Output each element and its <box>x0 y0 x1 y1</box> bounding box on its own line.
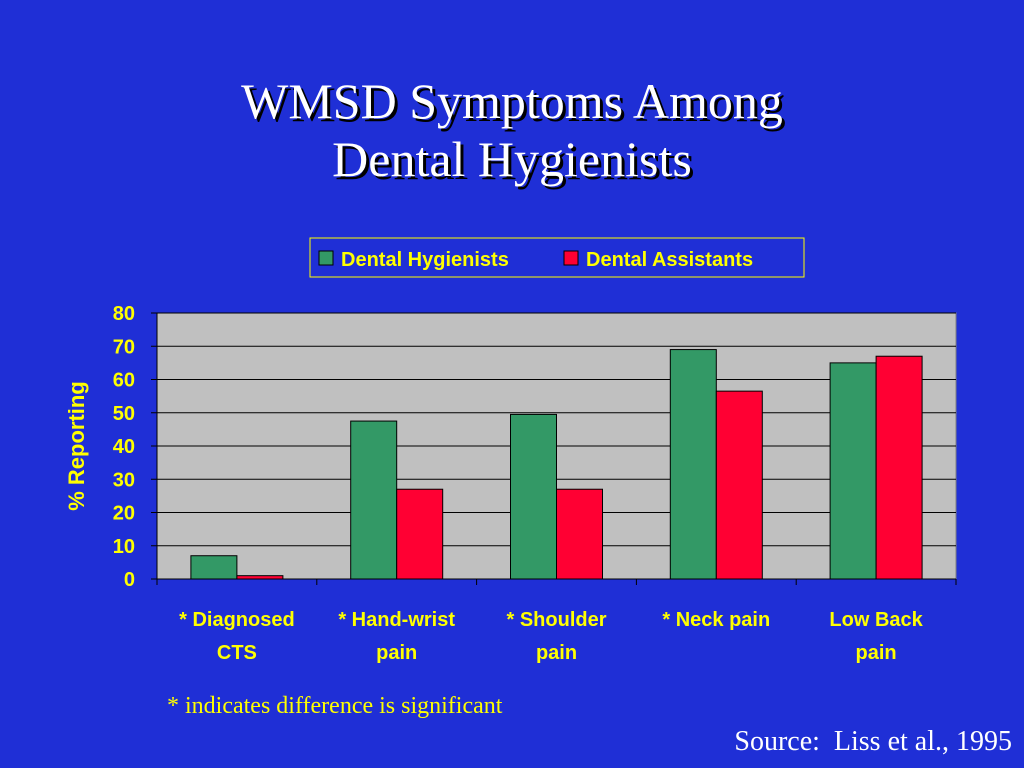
y-axis-label: % Reporting <box>64 381 89 511</box>
title-line-2: Dental Hygienists <box>332 131 692 187</box>
bar-assistants-3 <box>715 390 763 580</box>
y-tick-label: 70 <box>113 336 135 358</box>
y-tick-label: 30 <box>113 469 135 491</box>
footnote: * indicates difference is significant <box>167 693 503 719</box>
y-tick-label: 10 <box>113 536 135 558</box>
legend-label-assistants: Dental Assistants <box>586 249 753 271</box>
bar-assistants-4 <box>875 355 923 580</box>
bar-assistants-1 <box>396 488 444 580</box>
y-tick-label: 60 <box>113 370 135 392</box>
legend: Dental Hygienists Dental Assistants <box>309 237 805 278</box>
y-tick-label: 50 <box>113 403 135 425</box>
source-citation: Source: Liss et al., 1995 <box>734 726 1012 757</box>
x-tick-label: Low Back pain <box>829 609 923 664</box>
y-tick-label: 80 <box>113 303 135 325</box>
legend-swatch-assistants <box>563 250 579 266</box>
y-tick-label: 40 <box>113 436 135 458</box>
bar-hygienists-3 <box>669 349 717 580</box>
x-tick-label: * Neck pain <box>662 609 770 631</box>
x-tick-labels: * Diagnosed CTS * Hand-wrist pain * Shoulder… <box>179 609 924 664</box>
bar-hygienists-2 <box>510 413 557 580</box>
title-line-1: WMSD Symptoms Among <box>241 73 783 129</box>
x-tick-label: * Diagnosed CTS <box>179 609 295 664</box>
bar-hygienists-0 <box>190 555 238 580</box>
axes <box>151 312 957 585</box>
slide-title: WMSD Symptoms Among Dental Hygienists <box>0 72 1024 188</box>
bar-hygienists-4 <box>829 362 877 580</box>
y-tick-labels: 0 10 20 30 40 50 60 70 80 <box>113 303 135 591</box>
legend-box <box>309 237 805 278</box>
bar-hygienists-1 <box>350 420 398 580</box>
bar-assistants-2 <box>556 488 603 580</box>
x-tick-label: * Hand-wrist pain <box>338 609 455 664</box>
y-tick-label: 20 <box>113 503 135 525</box>
bars <box>190 349 923 580</box>
x-tick-label: * Shoulder pain <box>506 609 606 664</box>
legend-label-hygienists: Dental Hygienists <box>341 249 509 271</box>
y-tick-label: 0 <box>124 569 135 591</box>
legend-swatch-hygienists <box>318 250 334 266</box>
